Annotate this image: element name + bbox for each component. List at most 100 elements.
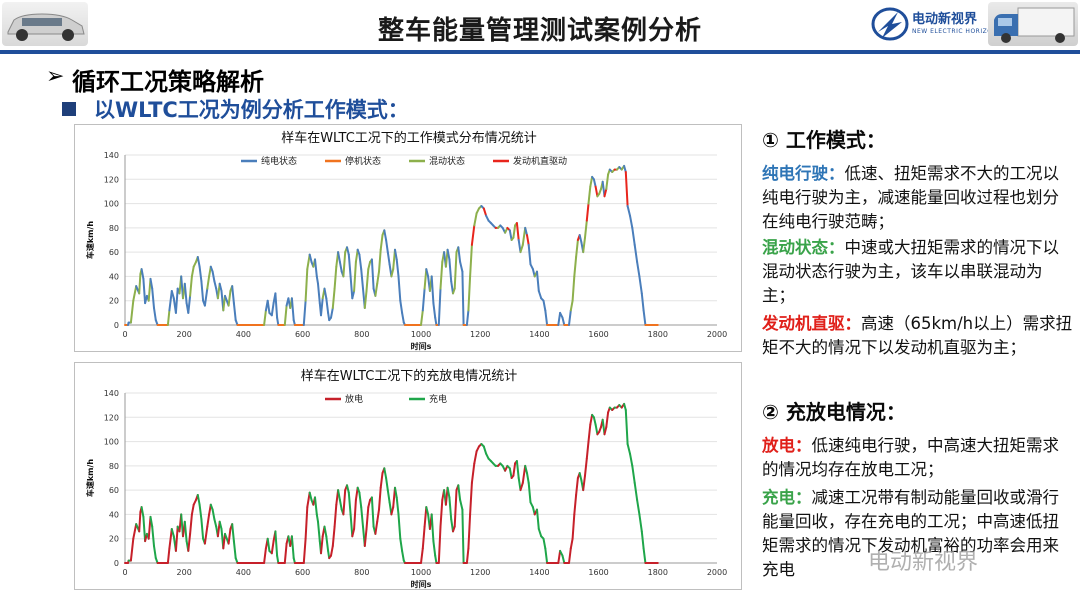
speed-line-segment — [573, 256, 578, 278]
work-mode-heading: ① 工作模式： — [762, 128, 886, 152]
speed-line-segment — [425, 506, 430, 516]
speed-line-segment — [320, 297, 324, 317]
brand-logo-icon — [871, 7, 909, 41]
speed-line-segment — [425, 268, 430, 278]
speed-line-segment — [587, 423, 592, 443]
speed-line-segment — [200, 280, 205, 302]
speed-line-segment — [446, 248, 451, 261]
speed-line-segment — [582, 474, 586, 492]
speed-line-segment — [153, 307, 157, 322]
speed-line-segment — [378, 486, 382, 511]
speed-line-segment — [317, 282, 321, 305]
x-tick-label: 1200 — [470, 568, 490, 577]
speed-line-segment — [200, 518, 205, 540]
truck-thumbnail-image — [988, 2, 1078, 46]
speed-line-segment — [378, 248, 382, 273]
speed-line-segment — [473, 450, 478, 465]
speed-line-segment — [206, 513, 211, 528]
y-tick-label: 120 — [104, 175, 119, 184]
discharge-term: 放电： — [762, 436, 812, 455]
speed-line-segment — [346, 246, 350, 256]
x-tick-label: 1000 — [411, 568, 431, 577]
speed-line-segment — [603, 188, 608, 198]
speed-line-segment — [515, 460, 520, 479]
mode-distribution-chart-svg: 样车在WLTC工况下的工作模式分布情况统计0204060801001201400… — [85, 130, 727, 351]
speed-line-segment — [283, 542, 288, 564]
charge-paragraph: 充电：减速工况带有制动能量回收或滑行能量回收，存在充电的工况；中高速低扭矩需求的… — [762, 486, 1074, 582]
hybrid-text: 中速或大扭矩需求的情况下以混动状态行驶为主，该车以串联混动为主； — [762, 238, 1059, 305]
x-tick-label: 400 — [236, 568, 251, 577]
speed-line-segment — [330, 307, 334, 319]
speed-line-segment — [605, 411, 610, 428]
section-subheading: 以WLTC工况为例分析工作模式： — [94, 98, 409, 122]
suv-icon — [7, 13, 85, 41]
speed-line-segment — [323, 525, 328, 538]
speed-line-segment — [623, 402, 627, 411]
y-tick-label: 80 — [109, 224, 119, 233]
x-axis-label: 时间s — [411, 341, 432, 351]
speed-line-segment — [633, 243, 639, 263]
y-tick-label: 40 — [109, 272, 119, 281]
speed-line-segment — [432, 302, 437, 319]
speed-line-segment — [331, 287, 336, 309]
speed-line-segment — [642, 547, 647, 564]
speed-line-segment — [170, 290, 175, 300]
x-tick-label: 1600 — [588, 330, 608, 339]
speed-line-segment — [365, 268, 370, 292]
y-tick-label: 20 — [109, 297, 119, 306]
y-tick-label: 20 — [109, 535, 119, 544]
speed-line-segment — [592, 178, 597, 188]
speed-line-segment — [636, 260, 641, 278]
speed-line-segment — [190, 265, 195, 278]
x-tick-label: 1000 — [411, 330, 431, 339]
speed-line-segment — [592, 416, 597, 426]
speed-line-segment — [342, 489, 347, 516]
speed-line-segment — [527, 243, 532, 266]
speed-line-segment — [132, 285, 138, 302]
speed-line-segment — [274, 530, 279, 557]
x-axis-label: 时间s — [411, 579, 432, 589]
speed-line-segment — [149, 277, 154, 290]
charge-term: 充电： — [762, 488, 812, 507]
speed-line-segment — [594, 423, 599, 436]
speed-line-segment — [430, 513, 435, 543]
y-axis-label: 车速km/h — [85, 221, 95, 260]
speed-line-segment — [439, 260, 444, 290]
speed-line-segment — [508, 229, 513, 241]
speed-line-segment — [187, 294, 192, 314]
y-tick-label: 100 — [104, 438, 119, 447]
y-tick-label: 60 — [109, 486, 119, 495]
speed-line-segment — [353, 498, 357, 530]
speed-line-segment — [374, 282, 379, 297]
speed-line-segment — [521, 226, 527, 246]
x-tick-label: 1400 — [529, 568, 549, 577]
speed-line-segment — [473, 212, 478, 227]
speed-line-segment — [587, 185, 592, 205]
speed-line-segment — [337, 489, 341, 501]
header-divider — [0, 50, 1080, 54]
speed-line-segment — [519, 243, 524, 254]
x-tick-label: 0 — [122, 330, 127, 339]
speed-line-segment — [170, 528, 175, 538]
x-tick-label: 400 — [236, 330, 251, 339]
legend-item: 充电 — [409, 393, 447, 405]
speed-line-segment — [358, 253, 363, 271]
speed-line-segment — [399, 299, 404, 314]
speed-line-segment — [631, 226, 636, 246]
speed-line-segment — [320, 535, 324, 555]
speed-line-segment — [515, 222, 520, 241]
legend-label: 充电 — [429, 393, 447, 405]
speed-line-segment — [142, 277, 147, 305]
speed-line-segment — [218, 520, 223, 530]
speed-line-segment — [542, 537, 547, 550]
speed-line-segment — [266, 537, 271, 552]
speed-line-segment — [434, 554, 438, 564]
speed-line-segment — [232, 302, 237, 322]
speed-line-segment — [453, 489, 458, 528]
speed-line-segment — [213, 280, 218, 290]
speed-line-segment — [482, 445, 488, 455]
speed-line-segment — [304, 268, 309, 302]
speed-line-segment — [469, 243, 473, 278]
speed-line-segment — [432, 540, 437, 557]
speed-line-segment — [198, 265, 203, 283]
